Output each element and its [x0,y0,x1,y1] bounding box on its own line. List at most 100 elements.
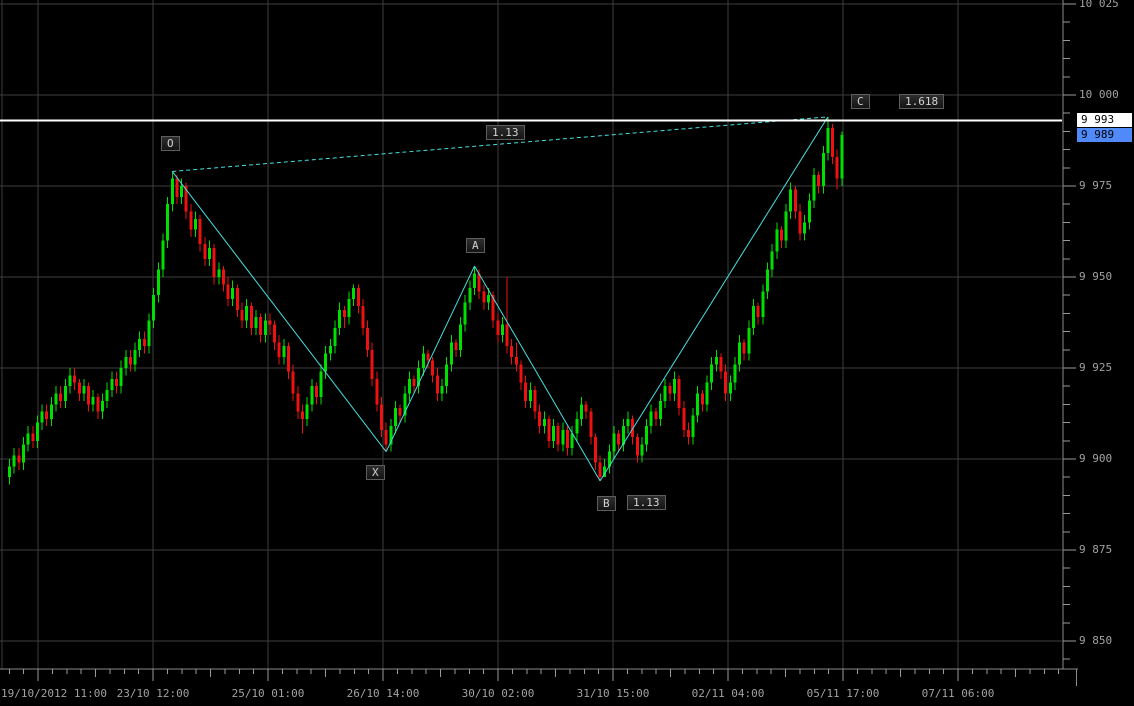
candle-body [584,404,588,412]
candle-body [226,284,230,299]
candle-wick [506,277,508,354]
candle-body [696,393,700,416]
candle-body [435,375,439,394]
candle-body [686,429,690,438]
y-axis-tick [1063,3,1076,5]
h-gridline [0,276,1062,278]
candle-body [705,382,709,405]
candle-body [203,244,207,259]
candle-body [231,287,235,299]
candle-body [738,342,742,365]
h-gridline [0,640,1062,642]
candle-body [45,411,49,419]
candle-body [514,357,518,365]
candle-body [598,462,602,478]
x-axis-tick [267,669,269,681]
y-axis-tick [1063,240,1070,242]
candle-body [328,346,332,354]
candle-body [147,320,151,347]
v-gridline [382,0,384,669]
candle-body [659,400,662,419]
candle-body [449,342,453,365]
x-axis-tick [483,669,485,674]
y-axis-tick [1063,167,1070,169]
pattern-line[interactable] [385,265,475,452]
pattern-line[interactable] [474,265,601,482]
candle-body [491,295,495,321]
x-axis-tick [856,669,858,674]
x-axis-tick [51,669,53,674]
x-axis-tick [353,669,355,674]
pattern-ratio-label[interactable]: 1.13 [627,495,666,510]
candle-body [803,222,807,234]
candle-body [473,273,476,288]
pattern-trendline[interactable] [172,116,828,172]
pattern-point-label-B[interactable]: B [597,496,616,511]
candle-body [635,437,639,456]
price-level-line[interactable] [0,119,1062,122]
y-axis-tick [1063,422,1070,424]
candle-body [263,320,267,336]
pattern-line[interactable] [171,171,387,453]
pattern-point-label-A[interactable]: A [466,238,485,253]
candle-body [273,324,277,343]
v-gridline [1,0,3,669]
x-axis-tick [698,669,700,674]
candle-body [96,397,100,412]
pattern-ratio-label[interactable]: 1.13 [486,125,525,140]
y-axis-tick [1063,658,1070,660]
candle-body [384,429,388,445]
x-axis-tick [727,669,729,681]
candle-body [496,320,500,336]
candle-body [556,426,560,445]
candle-body [175,178,179,197]
y-axis-label: 9 900 [1079,452,1113,465]
candle-body [700,393,704,405]
candle-body [59,393,63,401]
candle-body [300,411,304,419]
x-axis-tick [555,669,556,677]
candle-body [519,364,523,383]
x-axis-tick [756,669,758,674]
candle-body [54,393,58,405]
candle-body [347,298,351,318]
axis-corner [1076,669,1077,686]
candle-body [403,393,407,416]
candle-body [180,186,184,197]
x-axis-line[interactable] [0,668,1078,670]
x-axis-tick [396,669,398,674]
candle-body [217,269,221,277]
candle-body [49,404,53,419]
x-axis-tick [914,669,916,674]
candle-body [617,433,621,445]
pattern-point-label-O[interactable]: O [161,136,180,151]
pattern-ratio-label[interactable]: 1.618 [899,94,945,109]
candle-body [114,378,118,387]
candle-body [445,364,449,387]
candle-body [291,371,295,394]
candle-body [393,408,397,427]
candle-body [840,135,844,179]
x-axis-tick [238,669,240,674]
candle-body [710,364,714,383]
candle-body [621,426,625,445]
y-axis-tick [1063,494,1070,496]
x-axis-label: 07/11 06:00 [921,687,995,700]
candle-body [459,324,463,350]
pattern-point-label-C[interactable]: C [851,94,870,109]
x-axis-tick [598,669,600,674]
candle-body [268,320,272,325]
candle-body [542,418,546,427]
candle-body [528,389,532,401]
y-axis-tick [1063,76,1070,78]
y-axis-line[interactable] [1062,0,1064,669]
candle-body [324,353,328,372]
candle-body [728,382,732,394]
pattern-point-label-X[interactable]: X [366,465,385,480]
candle-body [789,189,793,212]
y-axis-label: 9 850 [1079,634,1113,647]
pattern-line[interactable] [599,116,829,482]
candle-body [338,309,342,328]
candle-body [87,386,91,405]
